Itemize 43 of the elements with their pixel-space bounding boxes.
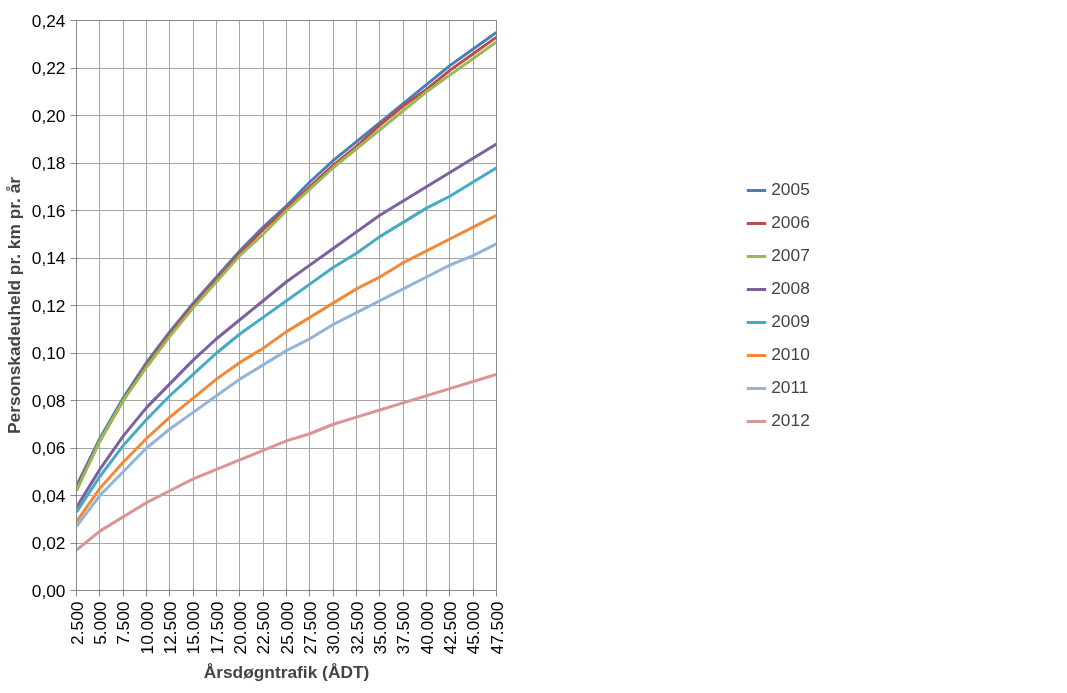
y-tick-label: 0,04 bbox=[31, 485, 66, 506]
x-tick-label: 47.500 bbox=[486, 601, 507, 655]
x-axis-title: Årsdøgntrafik (ÅDT) bbox=[203, 662, 370, 683]
x-tick-label: 15.000 bbox=[183, 601, 204, 655]
x-tick-label: 32.500 bbox=[346, 601, 367, 655]
x-tick-label: 2.500 bbox=[66, 601, 87, 645]
y-tick-label: 0,12 bbox=[31, 295, 66, 316]
legend-label: 2011 bbox=[771, 377, 809, 398]
y-tick-label: 0,06 bbox=[31, 438, 66, 458]
x-tick-label: 35.000 bbox=[369, 601, 390, 655]
x-tick-label: 37.500 bbox=[393, 601, 414, 655]
y-tick-label: 0,20 bbox=[31, 105, 66, 126]
legend-label: 2008 bbox=[771, 278, 810, 299]
x-tick-label: 5.000 bbox=[89, 601, 110, 645]
x-tick-label: 27.500 bbox=[299, 601, 320, 655]
x-tick-label: 42.500 bbox=[439, 601, 460, 655]
y-tick-label: 0,08 bbox=[31, 390, 66, 411]
y-tick-label: 0,14 bbox=[31, 248, 66, 268]
line-series bbox=[76, 372, 497, 552]
y-tick-label: 0,16 bbox=[31, 200, 66, 221]
legend-label: 2006 bbox=[771, 212, 810, 233]
y-tick-label: 0,18 bbox=[31, 153, 66, 173]
y-tick-label: 0,10 bbox=[31, 343, 66, 363]
legend-label: 2012 bbox=[771, 410, 810, 431]
x-tick-label: 17.500 bbox=[206, 601, 227, 655]
legend-label: 2009 bbox=[771, 311, 810, 332]
x-tick-label: 10.000 bbox=[136, 601, 157, 655]
y-tick-label: 0,24 bbox=[31, 10, 66, 31]
y-axis-title: Personskadeuheld pr. km pr. år bbox=[3, 176, 24, 435]
x-tick-label: 45.000 bbox=[463, 601, 484, 655]
y-tick-label: 0,22 bbox=[31, 58, 66, 78]
y-tick-label: 0,00 bbox=[31, 580, 66, 601]
legend-label: 2007 bbox=[771, 245, 810, 266]
x-tick-label: 22.500 bbox=[253, 601, 274, 655]
x-tick-label: 12.500 bbox=[159, 601, 180, 655]
x-tick-label: 25.000 bbox=[276, 601, 297, 655]
x-tick-label: 20.000 bbox=[229, 601, 250, 655]
x-tick-label: 7.500 bbox=[113, 601, 134, 645]
y-tick-label: 0,02 bbox=[31, 533, 66, 553]
x-tick-label: 30.000 bbox=[323, 601, 344, 655]
legend-label: 2005 bbox=[771, 179, 810, 200]
legend-label: 2010 bbox=[771, 344, 810, 365]
x-tick-label: 40.000 bbox=[416, 601, 437, 655]
